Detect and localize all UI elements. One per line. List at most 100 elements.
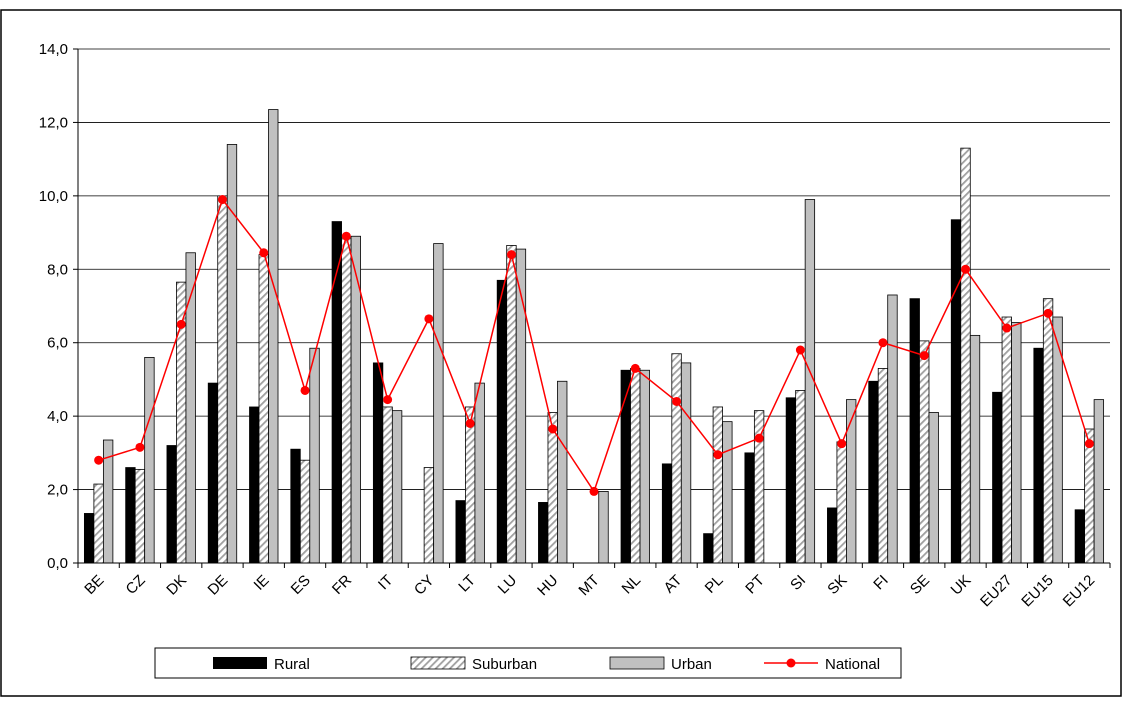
bar-suburban [299, 459, 311, 564]
bar-suburban [1084, 428, 1095, 564]
national-point [1002, 323, 1012, 333]
bar-suburban [1042, 298, 1054, 564]
bar-urban [846, 399, 857, 564]
bar-urban [433, 243, 444, 564]
bar-urban [309, 347, 320, 564]
national-point [506, 250, 516, 260]
bar-urban [268, 109, 279, 564]
national-point [1043, 308, 1053, 318]
bar-suburban [465, 406, 476, 564]
bar-rural [207, 382, 219, 564]
national-point [465, 418, 475, 428]
bar-urban [680, 362, 692, 564]
y-tick-label: 10,0 [39, 188, 68, 205]
legend-swatch-rural [213, 657, 267, 669]
bar-rural [166, 445, 177, 564]
y-tick-label: 8,0 [47, 261, 68, 278]
bar-suburban [423, 467, 435, 564]
bar-suburban [134, 468, 146, 564]
national-point [1084, 439, 1094, 449]
legend-swatch-suburban [410, 656, 466, 670]
national-point [383, 395, 393, 405]
bar-urban [1011, 322, 1022, 564]
y-tick-label: 6,0 [47, 335, 68, 352]
bar-urban [722, 421, 733, 564]
bar-suburban [712, 406, 723, 564]
bar-urban [391, 410, 403, 564]
national-line [94, 195, 1094, 496]
bar-rural [372, 362, 384, 564]
axes [77, 49, 1110, 564]
legend: Rural Suburban Urban National [154, 647, 902, 679]
bar-urban [969, 334, 981, 564]
legend-marker-national [786, 658, 796, 668]
y-tick-label: 4,0 [47, 408, 68, 425]
national-point [795, 345, 805, 355]
bar-rural [1074, 509, 1086, 564]
national-point [589, 486, 599, 496]
bar-rural [620, 369, 631, 564]
bar-rural [455, 500, 466, 564]
bar-rural [249, 406, 260, 564]
bar-rural [950, 219, 962, 564]
bar-suburban [836, 441, 847, 564]
y-tick-label: 12,0 [39, 114, 68, 131]
national-point [300, 385, 310, 395]
bar-rural [661, 463, 673, 564]
bar-suburban [258, 254, 269, 564]
bar-urban [144, 356, 155, 564]
bar-rural [290, 448, 301, 564]
y-tick-label: 0,0 [47, 555, 68, 572]
bar-rural [496, 279, 508, 564]
bar-suburban [795, 390, 806, 564]
national-point [961, 264, 971, 274]
bar-rural [83, 513, 95, 564]
bar-rural [703, 533, 714, 564]
national-point [135, 442, 145, 452]
bar-suburban [341, 237, 352, 564]
bar-rural [827, 507, 838, 564]
bar-urban [474, 382, 485, 564]
national-point [217, 195, 227, 205]
national-point [94, 455, 104, 465]
bar-suburban [877, 368, 889, 564]
bar-rural [785, 397, 797, 564]
national-point [713, 450, 723, 460]
legend-label-suburban: Suburban [472, 656, 537, 673]
bar-urban [1093, 399, 1105, 564]
national-point [259, 248, 269, 258]
bar-urban [928, 412, 939, 564]
bar-rural [909, 298, 920, 564]
bar-suburban [93, 483, 104, 564]
bar-urban [804, 199, 816, 564]
y-axis-ticks: 0,0 2,0 4,0 6,0 8,0 10,0 12,0 14,0 [39, 41, 68, 572]
legend-swatch-urban [609, 656, 665, 670]
bar-suburban [217, 195, 228, 564]
bar-urban [557, 380, 568, 564]
national-point [630, 363, 640, 373]
bar-suburban [630, 368, 641, 564]
national-point [837, 439, 847, 449]
national-point [424, 314, 434, 324]
national-point [672, 396, 682, 406]
y-tick-label: 2,0 [47, 482, 68, 499]
bar-urban [185, 252, 196, 564]
bar-urban [639, 369, 650, 564]
bar-urban [887, 294, 898, 564]
bar-rural [868, 380, 879, 564]
bar-suburban [671, 353, 682, 564]
bar-rural [992, 391, 1003, 564]
bar-urban [598, 491, 609, 564]
bar-rural [744, 452, 755, 564]
bar-suburban [1001, 316, 1012, 564]
national-point [919, 351, 929, 361]
legend-label-national: National [825, 656, 880, 673]
national-point [176, 319, 186, 329]
bar-rural [538, 502, 549, 564]
bar-suburban [506, 245, 517, 564]
national-point [878, 338, 888, 348]
bar-suburban [919, 340, 930, 564]
national-point [341, 231, 351, 241]
